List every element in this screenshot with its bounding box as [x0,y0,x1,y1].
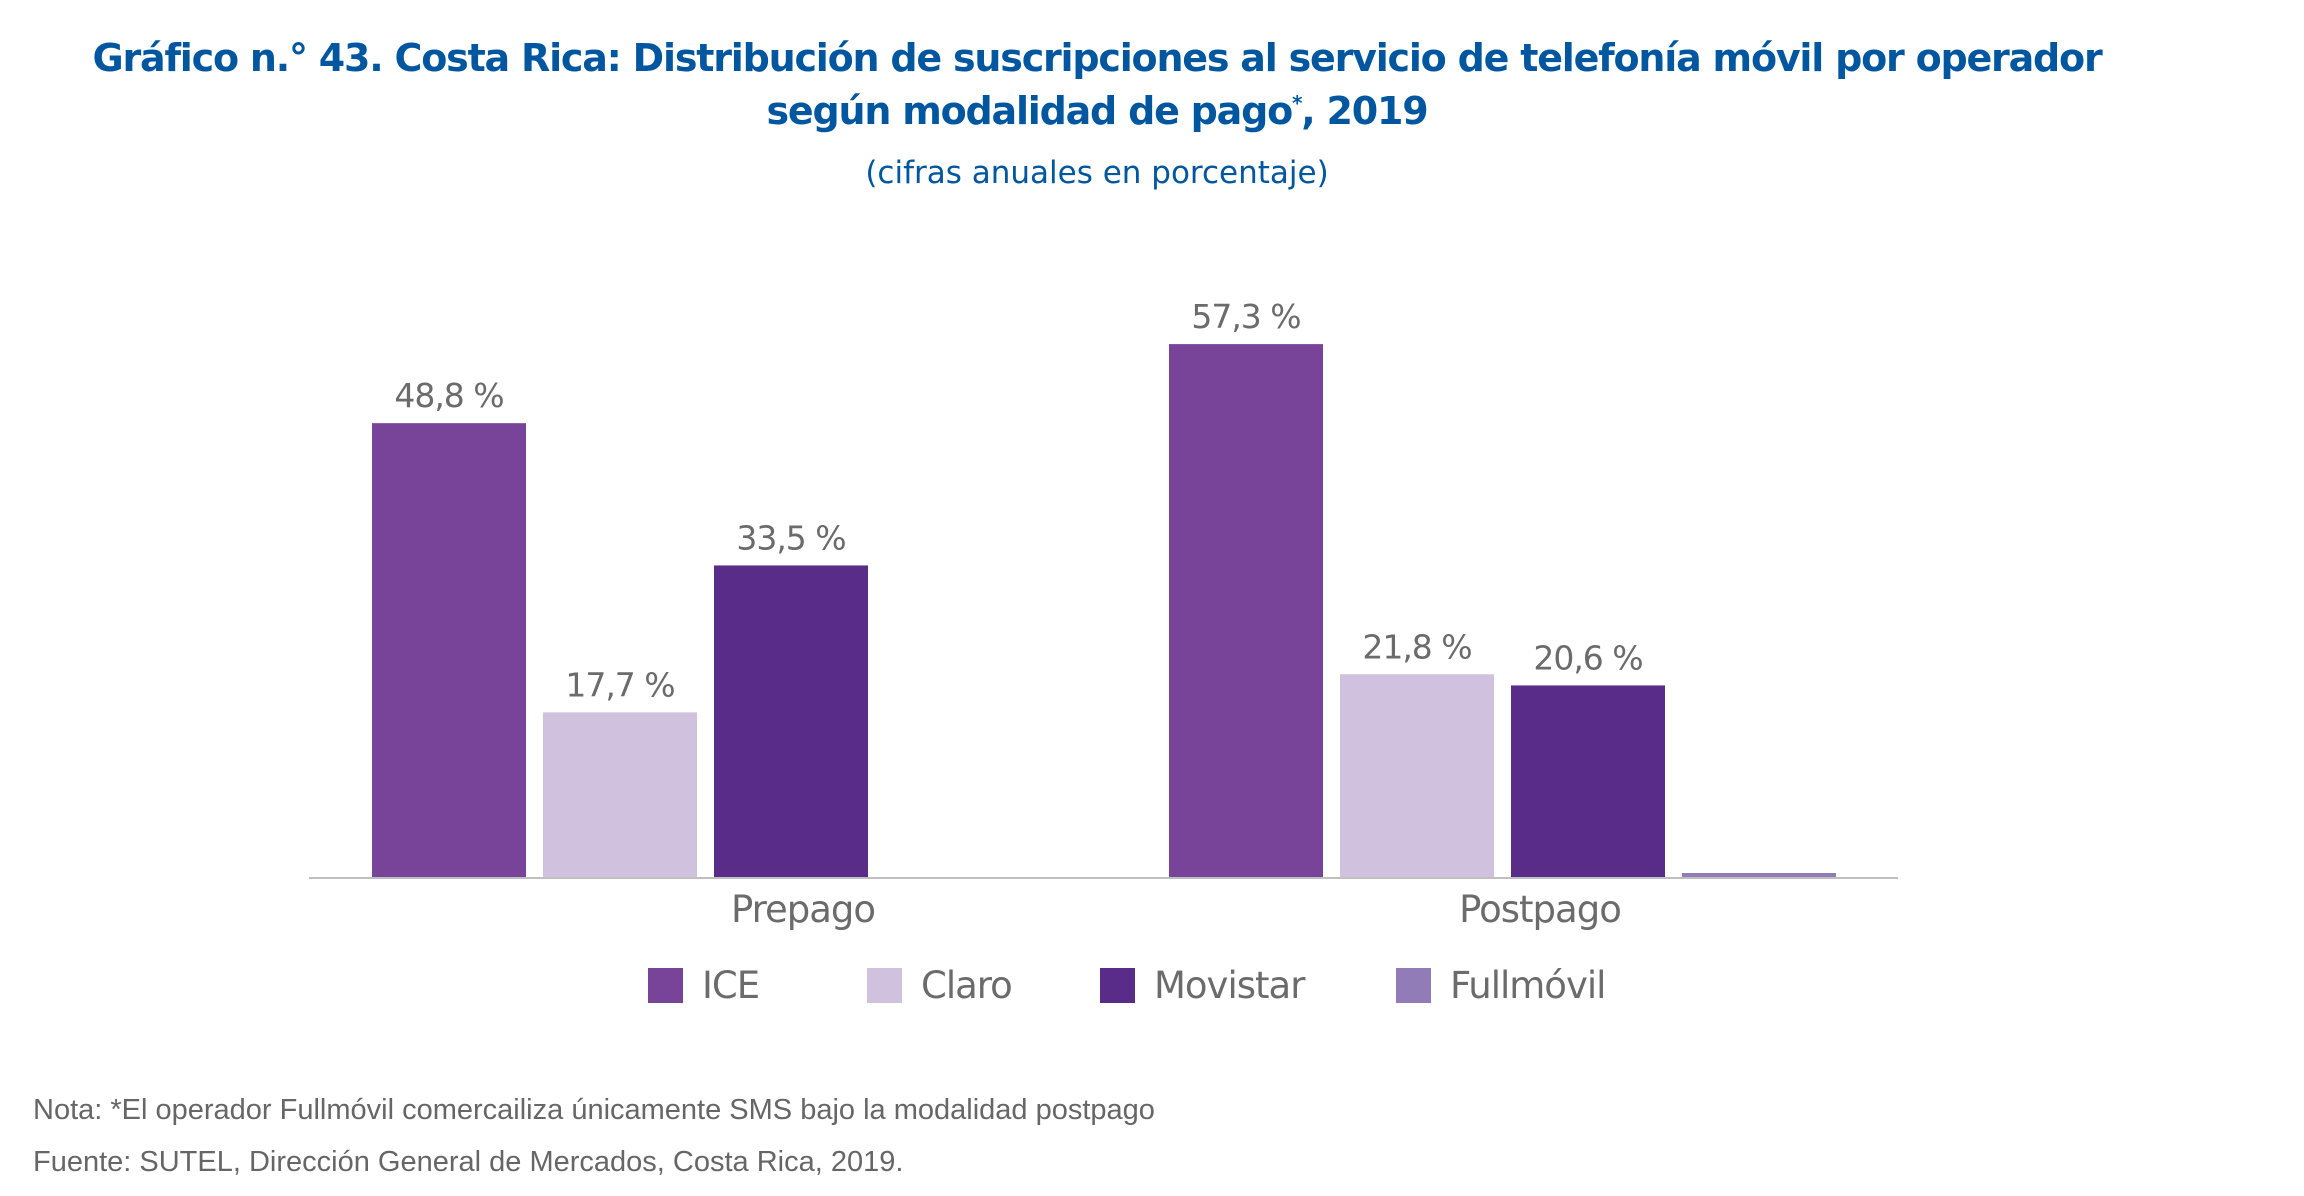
legend-swatch-movistar [1100,967,1135,1003]
data-label-ice-prepago: 48,8 % [394,376,503,415]
data-label-movistar-prepago: 33,5 % [736,518,845,557]
chart-title-line2: según modalidad de pago*, 2019 [0,89,2194,133]
bar-movistar-prepago [714,565,868,877]
legend-label-fullmovil: Fullmóvil [1450,963,1606,1007]
category-label-postpago: Postpago [1459,888,1621,931]
bar-movistar-postpago [1511,685,1665,877]
bar-ice-prepago [372,423,526,877]
title-line2-tail: , 2019 [1301,89,1428,133]
legend-swatch-fullmovil [1396,967,1431,1003]
legend-item-fullmovil: Fullmóvil [1396,960,1606,1010]
data-label-movistar-postpago: 20,6 % [1533,638,1642,677]
data-labels-layer: 48,8 % 17,7 % 33,5 % 57,3 % 21,8 % 20,6 % [394,297,1643,704]
legend-item-claro: Claro [867,960,1013,1010]
chart-subtitle: (cifras anuales en porcentaje) [865,155,1329,191]
data-label-ice-postpago: 57,3 % [1191,297,1300,336]
bars-layer [372,344,1836,877]
title-line2-main: según modalidad de pago [766,89,1293,133]
legend-item-movistar: Movistar [1100,960,1305,1010]
title-footnote-marker: * [1292,91,1303,115]
bar-fullmvil-postpago [1682,873,1836,877]
chart-title-line1: Gráfico n.° 43. Costa Rica: Distribución… [92,36,2103,80]
source-note: Fuente: SUTEL, Dirección General de Merc… [33,1146,904,1178]
data-label-claro-postpago: 21,8 % [1362,627,1471,666]
legend: ICE Claro Movistar Fullmóvil [0,960,2304,1010]
bar-ice-postpago [1169,344,1323,877]
bar-claro-postpago [1340,674,1494,877]
legend-item-ice: ICE [648,960,760,1010]
category-labels-layer: Prepago Postpago [731,888,1622,931]
footnote: Nota: *El operador Fullmóvil comercailiz… [33,1094,1155,1126]
legend-label-claro: Claro [921,963,1013,1007]
legend-label-ice: ICE [702,963,760,1007]
category-label-prepago: Prepago [731,888,875,931]
legend-label-movistar: Movistar [1154,963,1305,1007]
bar-claro-prepago [543,712,697,877]
bar-chart: 48,8 % 17,7 % 33,5 % 57,3 % 21,8 % 20,6 % Pre… [309,297,1898,931]
legend-swatch-ice [648,967,683,1003]
legend-swatch-claro [867,967,902,1003]
data-label-claro-prepago: 17,7 % [565,665,674,704]
